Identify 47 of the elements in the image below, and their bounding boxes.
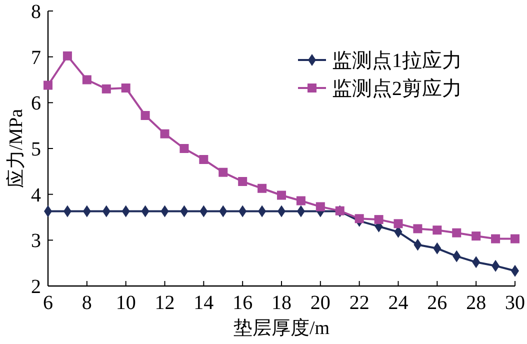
point bbox=[452, 228, 462, 238]
point bbox=[354, 214, 364, 224]
legend-label: 监测点1拉应力 bbox=[332, 50, 462, 72]
point bbox=[472, 232, 481, 241]
y-tick-label: 6 bbox=[31, 92, 41, 115]
point bbox=[394, 219, 403, 228]
x-axis-title: 垫层厚度/m bbox=[233, 317, 330, 339]
y-axis-title: 应力/MPa bbox=[5, 108, 27, 188]
x-tick-label: 16 bbox=[232, 292, 253, 314]
x-tick-label: 20 bbox=[310, 292, 330, 314]
point bbox=[160, 129, 170, 138]
point bbox=[44, 80, 52, 90]
x-tick-label: 12 bbox=[154, 292, 175, 314]
x-tick-label: 10 bbox=[116, 292, 136, 314]
point bbox=[82, 75, 92, 84]
y-tick-label: 3 bbox=[31, 230, 41, 252]
point bbox=[491, 234, 500, 244]
point bbox=[238, 177, 248, 186]
x-tick-label: 14 bbox=[194, 292, 214, 314]
y-tick-label: 2 bbox=[31, 276, 41, 298]
point bbox=[218, 168, 228, 177]
point bbox=[374, 215, 384, 224]
x-tick-label: 28 bbox=[466, 292, 486, 314]
point bbox=[258, 184, 267, 193]
y-tick-label: 4 bbox=[31, 184, 41, 206]
y-tick-label: 5 bbox=[31, 138, 41, 160]
point bbox=[277, 190, 286, 200]
point bbox=[316, 202, 325, 212]
x-tick-label: 24 bbox=[388, 292, 408, 314]
x-tick-label: 18 bbox=[272, 292, 292, 314]
point bbox=[296, 196, 306, 206]
point bbox=[140, 111, 150, 120]
x-tick-label: 22 bbox=[349, 292, 370, 314]
point bbox=[121, 84, 130, 92]
point bbox=[102, 84, 111, 94]
point bbox=[413, 224, 422, 234]
legend-label: 监测点2剪应力 bbox=[332, 78, 462, 100]
x-tick-label: 26 bbox=[427, 292, 448, 314]
point bbox=[180, 144, 189, 153]
y-tick-label: 8 bbox=[31, 1, 41, 23]
point bbox=[510, 234, 520, 244]
point bbox=[199, 155, 208, 164]
point bbox=[62, 51, 72, 60]
y-tick-label: 7 bbox=[31, 46, 41, 69]
x-tick-label: 30 bbox=[505, 292, 525, 314]
x-tick-label: 8 bbox=[82, 292, 92, 314]
point bbox=[432, 226, 442, 235]
